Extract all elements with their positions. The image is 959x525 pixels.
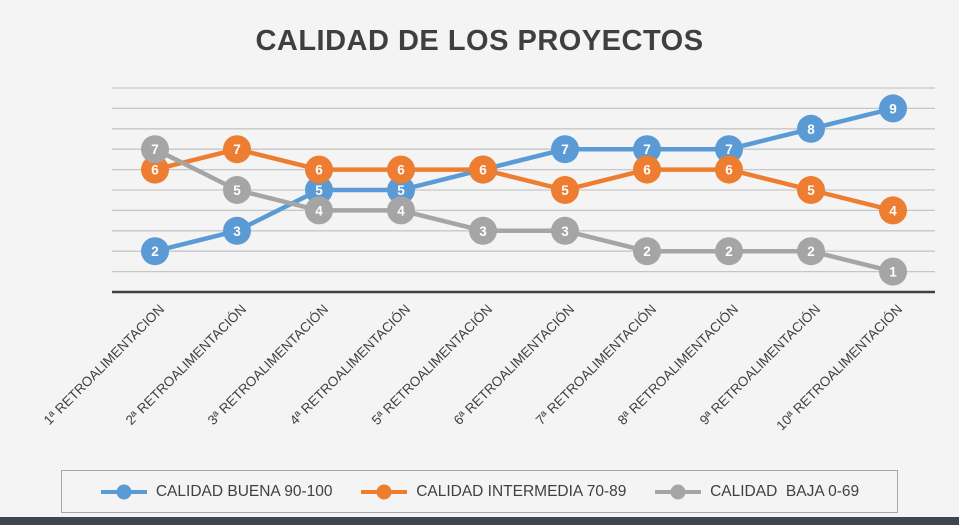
bottom-bar: [0, 517, 959, 525]
data-label: 8: [807, 122, 815, 137]
data-label: 5: [233, 183, 241, 198]
data-label: 2: [643, 244, 651, 259]
data-label: 3: [479, 224, 487, 239]
line-chart-plot-area: 2355677789676665665475443322211ª RETROAL…: [41, 87, 935, 433]
data-label: 1: [889, 265, 897, 280]
data-label: 5: [561, 183, 569, 198]
data-point-marker: [305, 196, 333, 225]
legend-marker-line-icon: [100, 484, 147, 499]
data-label: 2: [725, 244, 733, 259]
data-point-marker: [223, 135, 251, 164]
data-point-marker: [223, 216, 251, 245]
data-point-marker: [141, 237, 169, 266]
data-label: 6: [397, 163, 405, 178]
data-point-marker: [387, 155, 415, 184]
data-point-marker: [141, 135, 169, 164]
data-label: 7: [151, 142, 159, 157]
data-label: 4: [315, 203, 323, 218]
data-label: 3: [561, 224, 569, 239]
data-label: 2: [807, 244, 815, 259]
data-point-marker: [879, 257, 907, 286]
legend-label: CALIDAD INTERMEDIA 70-89: [416, 482, 627, 500]
data-point-marker: [469, 155, 497, 184]
data-point-marker: [633, 237, 661, 266]
legend-label: CALIDAD BUENA 90-100: [155, 482, 333, 500]
data-point-marker: [715, 237, 743, 266]
legend-item-calidad-buena: CALIDAD BUENA 90-100: [100, 482, 333, 501]
data-point-marker: [879, 94, 907, 123]
series-line-2: [152, 146, 896, 274]
data-label: 5: [807, 183, 815, 198]
data-point-marker: [387, 176, 415, 204]
data-point-marker: [551, 216, 579, 245]
series-line-0: [152, 106, 896, 254]
data-point-marker: [551, 176, 579, 204]
data-label: 4: [397, 203, 405, 218]
data-label: 7: [233, 142, 241, 157]
data-label: 6: [315, 163, 323, 178]
data-point-marker: [879, 196, 907, 225]
legend-item-calidad-baja: CALIDAD BAJA 0-69: [654, 483, 859, 501]
data-label: 6: [643, 163, 651, 178]
data-label: 3: [233, 224, 241, 239]
data-point-marker: [305, 176, 333, 204]
data-label: 5: [315, 183, 323, 198]
data-point-marker: [715, 135, 743, 164]
data-point-marker: [305, 155, 333, 184]
data-point-marker: [223, 176, 251, 204]
data-label: 7: [561, 142, 569, 157]
data-label: 6: [725, 163, 733, 178]
data-point-marker: [141, 155, 169, 184]
data-label: 7: [725, 142, 733, 157]
chart-title: CALIDAD DE LOS PROYECTOS: [255, 25, 704, 57]
data-point-marker: [797, 176, 825, 204]
legend-label: CALIDAD BAJA 0-69: [710, 482, 860, 500]
data-label: 9: [889, 101, 897, 116]
legend-marker-line-icon: [655, 484, 702, 499]
data-point-marker: [387, 196, 415, 225]
legend-item-calidad-intermedia: CALIDAD INTERMEDIA 70-89: [360, 483, 626, 501]
data-label: 5: [397, 183, 405, 198]
series-line-1: [152, 146, 896, 213]
data-label: 6: [151, 163, 159, 178]
data-point-marker: [469, 216, 497, 245]
data-point-marker: [633, 135, 661, 164]
data-point-marker: [797, 237, 825, 266]
data-point-marker: [551, 135, 579, 164]
data-label: 6: [479, 163, 487, 178]
data-point-marker: [633, 155, 661, 184]
data-label: 7: [643, 142, 651, 157]
legend-marker-line-icon: [361, 484, 408, 499]
data-label: 4: [889, 203, 897, 218]
legend: CALIDAD BUENA 90-100 CALIDAD INTERMEDIA …: [61, 470, 898, 513]
data-point-marker: [715, 155, 743, 184]
data-point-marker: [797, 114, 825, 143]
data-label: 2: [151, 244, 159, 259]
